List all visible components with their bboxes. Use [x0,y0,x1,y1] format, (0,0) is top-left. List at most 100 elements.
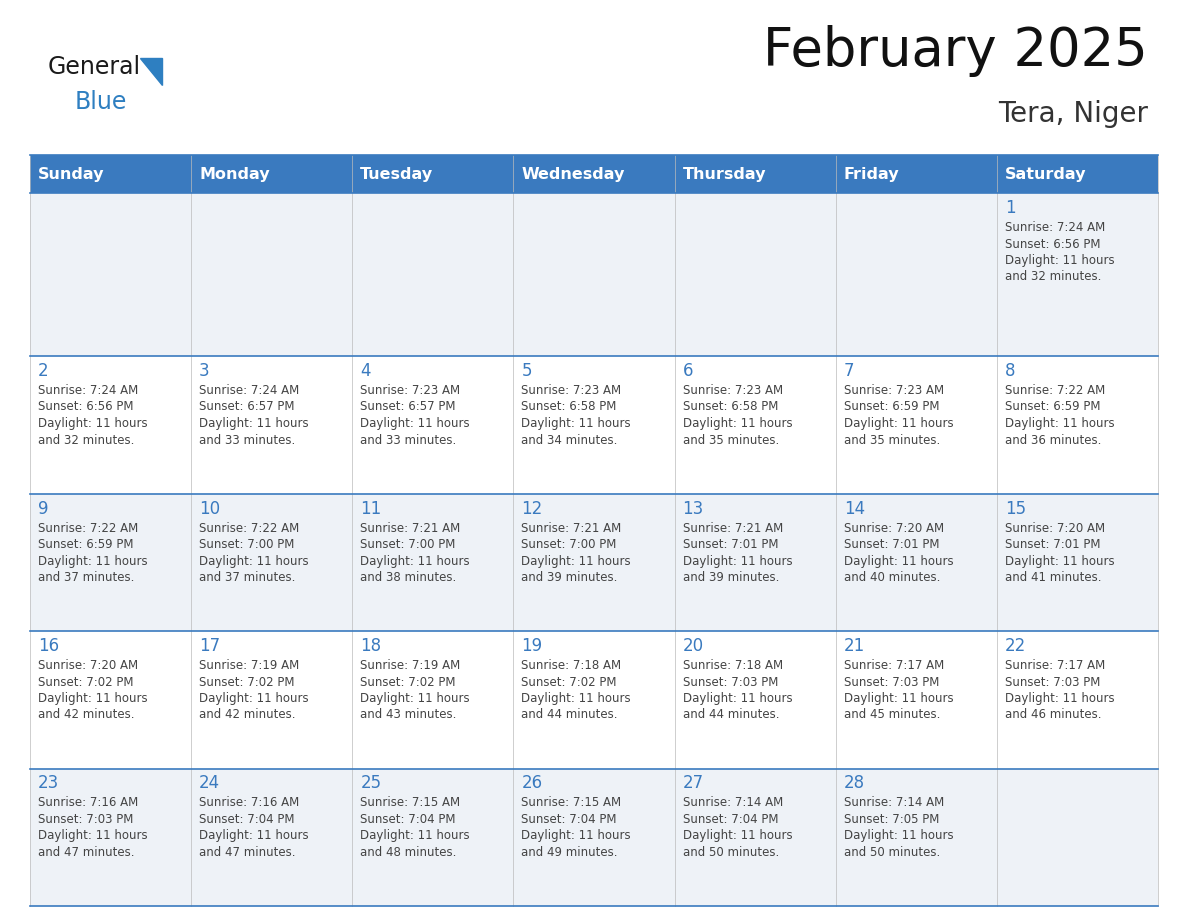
Text: and 45 minutes.: and 45 minutes. [843,709,940,722]
Bar [353,631,513,768]
Text: 1: 1 [1005,199,1016,217]
Bar [513,155,675,193]
Text: 18: 18 [360,637,381,655]
Text: Sunset: 6:58 PM: Sunset: 6:58 PM [522,400,617,413]
Bar [191,155,353,193]
Text: Sunset: 7:04 PM: Sunset: 7:04 PM [683,813,778,826]
Text: Daylight: 11 hours: Daylight: 11 hours [1005,692,1114,705]
Text: Sunset: 7:02 PM: Sunset: 7:02 PM [522,676,617,688]
Text: Saturday: Saturday [1005,166,1086,182]
Text: Friday: Friday [843,166,899,182]
Bar [30,768,191,906]
Text: Sunrise: 7:24 AM: Sunrise: 7:24 AM [38,384,138,397]
Text: Daylight: 11 hours: Daylight: 11 hours [360,417,470,430]
Text: 26: 26 [522,775,543,792]
Bar [997,631,1158,768]
Text: Sunset: 6:59 PM: Sunset: 6:59 PM [1005,400,1100,413]
Text: Monday: Monday [200,166,270,182]
Text: and 43 minutes.: and 43 minutes. [360,709,456,722]
Text: and 42 minutes.: and 42 minutes. [200,709,296,722]
Text: 17: 17 [200,637,220,655]
Text: Daylight: 11 hours: Daylight: 11 hours [360,554,470,567]
Text: Sunset: 6:59 PM: Sunset: 6:59 PM [38,538,133,551]
Text: Sunset: 7:01 PM: Sunset: 7:01 PM [1005,538,1100,551]
Text: 14: 14 [843,499,865,518]
Text: and 32 minutes.: and 32 minutes. [1005,271,1101,284]
Bar [675,494,835,631]
Text: and 49 minutes.: and 49 minutes. [522,846,618,859]
Text: General: General [48,55,141,79]
Text: Sunrise: 7:20 AM: Sunrise: 7:20 AM [38,659,138,672]
Text: 8: 8 [1005,362,1016,380]
Bar [835,155,997,193]
Text: and 37 minutes.: and 37 minutes. [200,571,296,584]
Text: and 32 minutes.: and 32 minutes. [38,433,134,446]
Bar [835,356,997,494]
Bar [353,193,513,356]
Text: Daylight: 11 hours: Daylight: 11 hours [200,692,309,705]
Text: Daylight: 11 hours: Daylight: 11 hours [522,554,631,567]
Text: Sunset: 6:56 PM: Sunset: 6:56 PM [1005,238,1100,251]
Bar [835,631,997,768]
Bar [30,631,191,768]
Text: and 36 minutes.: and 36 minutes. [1005,433,1101,446]
Bar [835,193,997,356]
Text: Thursday: Thursday [683,166,766,182]
Text: Sunrise: 7:14 AM: Sunrise: 7:14 AM [843,797,944,810]
Text: Sunrise: 7:17 AM: Sunrise: 7:17 AM [1005,659,1105,672]
Bar [675,631,835,768]
Text: and 35 minutes.: and 35 minutes. [843,433,940,446]
Text: Daylight: 11 hours: Daylight: 11 hours [200,554,309,567]
Text: 11: 11 [360,499,381,518]
Text: Sunset: 6:56 PM: Sunset: 6:56 PM [38,400,133,413]
Text: Daylight: 11 hours: Daylight: 11 hours [843,830,953,843]
Text: 6: 6 [683,362,693,380]
Text: Sunrise: 7:21 AM: Sunrise: 7:21 AM [360,521,461,534]
Text: 23: 23 [38,775,59,792]
Bar [997,193,1158,356]
Text: Daylight: 11 hours: Daylight: 11 hours [843,692,953,705]
Text: and 39 minutes.: and 39 minutes. [683,571,779,584]
Bar [835,494,997,631]
Text: and 37 minutes.: and 37 minutes. [38,571,134,584]
Text: Daylight: 11 hours: Daylight: 11 hours [683,417,792,430]
Text: 10: 10 [200,499,220,518]
Text: Sunday: Sunday [38,166,105,182]
Text: 3: 3 [200,362,210,380]
Text: Sunrise: 7:23 AM: Sunrise: 7:23 AM [360,384,461,397]
Bar [513,494,675,631]
Bar [191,631,353,768]
Text: Sunrise: 7:20 AM: Sunrise: 7:20 AM [843,521,943,534]
Bar [513,356,675,494]
Text: and 48 minutes.: and 48 minutes. [360,846,456,859]
Text: 28: 28 [843,775,865,792]
Bar [30,494,191,631]
Text: 19: 19 [522,637,543,655]
Text: Sunset: 7:01 PM: Sunset: 7:01 PM [683,538,778,551]
Text: and 44 minutes.: and 44 minutes. [683,709,779,722]
Text: Sunset: 7:02 PM: Sunset: 7:02 PM [200,676,295,688]
Text: Daylight: 11 hours: Daylight: 11 hours [200,830,309,843]
Text: Sunrise: 7:16 AM: Sunrise: 7:16 AM [200,797,299,810]
Text: Sunrise: 7:18 AM: Sunrise: 7:18 AM [522,659,621,672]
Text: Sunrise: 7:16 AM: Sunrise: 7:16 AM [38,797,138,810]
Text: Daylight: 11 hours: Daylight: 11 hours [1005,254,1114,267]
Text: Daylight: 11 hours: Daylight: 11 hours [683,554,792,567]
Text: Sunrise: 7:17 AM: Sunrise: 7:17 AM [843,659,944,672]
Text: Daylight: 11 hours: Daylight: 11 hours [38,830,147,843]
Text: and 33 minutes.: and 33 minutes. [360,433,456,446]
Text: Sunrise: 7:23 AM: Sunrise: 7:23 AM [843,384,943,397]
Text: Sunset: 7:02 PM: Sunset: 7:02 PM [360,676,456,688]
Text: Sunset: 7:03 PM: Sunset: 7:03 PM [38,813,133,826]
Bar [30,356,191,494]
Text: Sunrise: 7:22 AM: Sunrise: 7:22 AM [200,521,299,534]
Text: and 35 minutes.: and 35 minutes. [683,433,779,446]
Text: Sunrise: 7:15 AM: Sunrise: 7:15 AM [360,797,461,810]
Text: Sunrise: 7:15 AM: Sunrise: 7:15 AM [522,797,621,810]
Text: Sunset: 7:03 PM: Sunset: 7:03 PM [843,676,939,688]
Bar [835,768,997,906]
Bar [353,155,513,193]
Text: Sunrise: 7:23 AM: Sunrise: 7:23 AM [683,384,783,397]
Text: and 47 minutes.: and 47 minutes. [38,846,134,859]
Bar [997,494,1158,631]
